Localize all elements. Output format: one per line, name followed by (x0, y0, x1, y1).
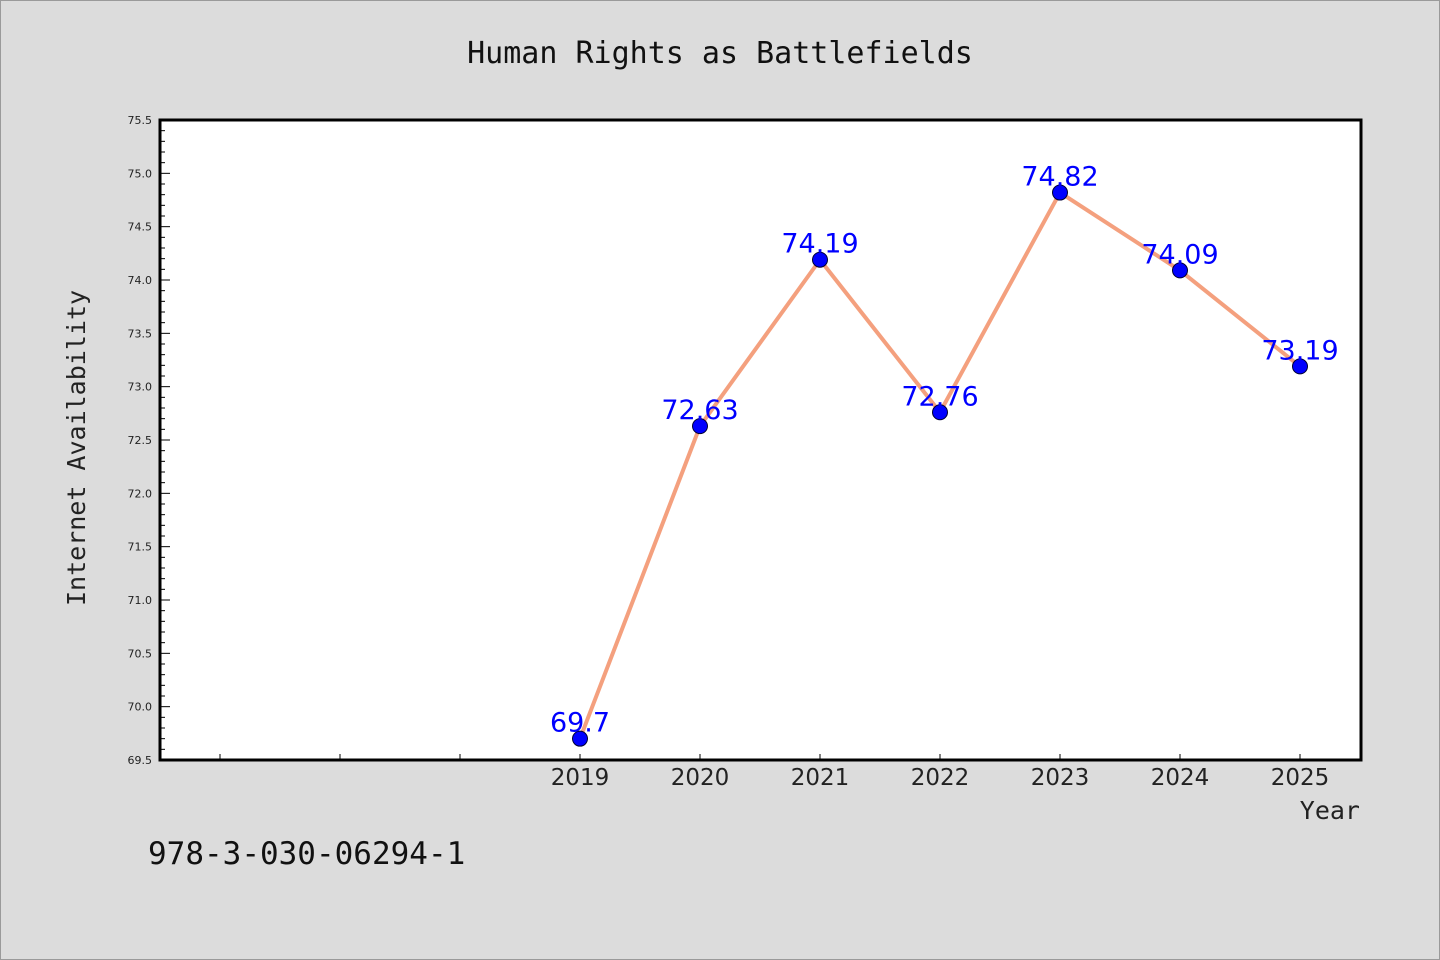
y-tick-label: 72.5 (128, 434, 153, 447)
x-tick-label: 2024 (1151, 765, 1210, 791)
plot-area (158, 118, 1363, 762)
x-tick-label: 2025 (1271, 765, 1330, 791)
data-label: 74.19 (781, 229, 858, 260)
data-point (812, 251, 828, 268)
y-tick-label: 74.5 (128, 221, 153, 234)
x-tick-label: 2022 (911, 765, 970, 791)
data-point (572, 730, 588, 747)
series-group: 69.7 72.63 74.19 72.76 74.82 74.09 73.19 (550, 162, 1339, 747)
data-point (1052, 184, 1068, 201)
data-label: 72.63 (661, 395, 738, 426)
data-point (1172, 262, 1188, 279)
y-tick-label: 73.0 (128, 381, 153, 394)
y-tick-label: 72.0 (128, 487, 153, 500)
x-tick-label: 2019 (551, 765, 610, 791)
data-point (1292, 358, 1308, 375)
data-label: 74.82 (1021, 162, 1098, 193)
y-tick-label: 70.0 (128, 701, 153, 714)
y-tick-label: 73.5 (128, 327, 153, 340)
data-label: 74.09 (1141, 239, 1218, 270)
y-tick-label: 75.5 (128, 114, 153, 127)
x-tick-label: 2021 (791, 765, 850, 791)
data-point (692, 418, 708, 435)
y-tick-label: 71.0 (128, 594, 153, 607)
y-axis-label: Internet Availability (62, 290, 91, 606)
x-axis: 2019 2020 2021 2022 2023 2024 2025 (219, 754, 1330, 791)
data-label: 73.19 (1261, 335, 1338, 366)
y-tick-label: 70.5 (128, 647, 153, 660)
x-axis-label: Year (1300, 796, 1360, 825)
x-tick-label: 2020 (671, 765, 730, 791)
y-tick-label: 69.5 (128, 754, 153, 767)
x-tick-label: 2023 (1031, 765, 1090, 791)
data-label: 72.76 (901, 381, 978, 412)
y-tick-label: 71.5 (128, 541, 153, 554)
chart-title: Human Rights as Battlefields (467, 36, 973, 71)
data-point (932, 404, 948, 421)
y-tick-label: 74.0 (128, 274, 153, 287)
data-label: 69.7 (550, 708, 610, 739)
y-tick-label: 75.0 (128, 167, 153, 180)
isbn-text: 978-3-030-06294-1 (148, 836, 465, 872)
y-axis: 69.5 70.0 70.5 71.0 71.5 72.0 72.5 73.0 73.5 74.0… (128, 114, 170, 767)
